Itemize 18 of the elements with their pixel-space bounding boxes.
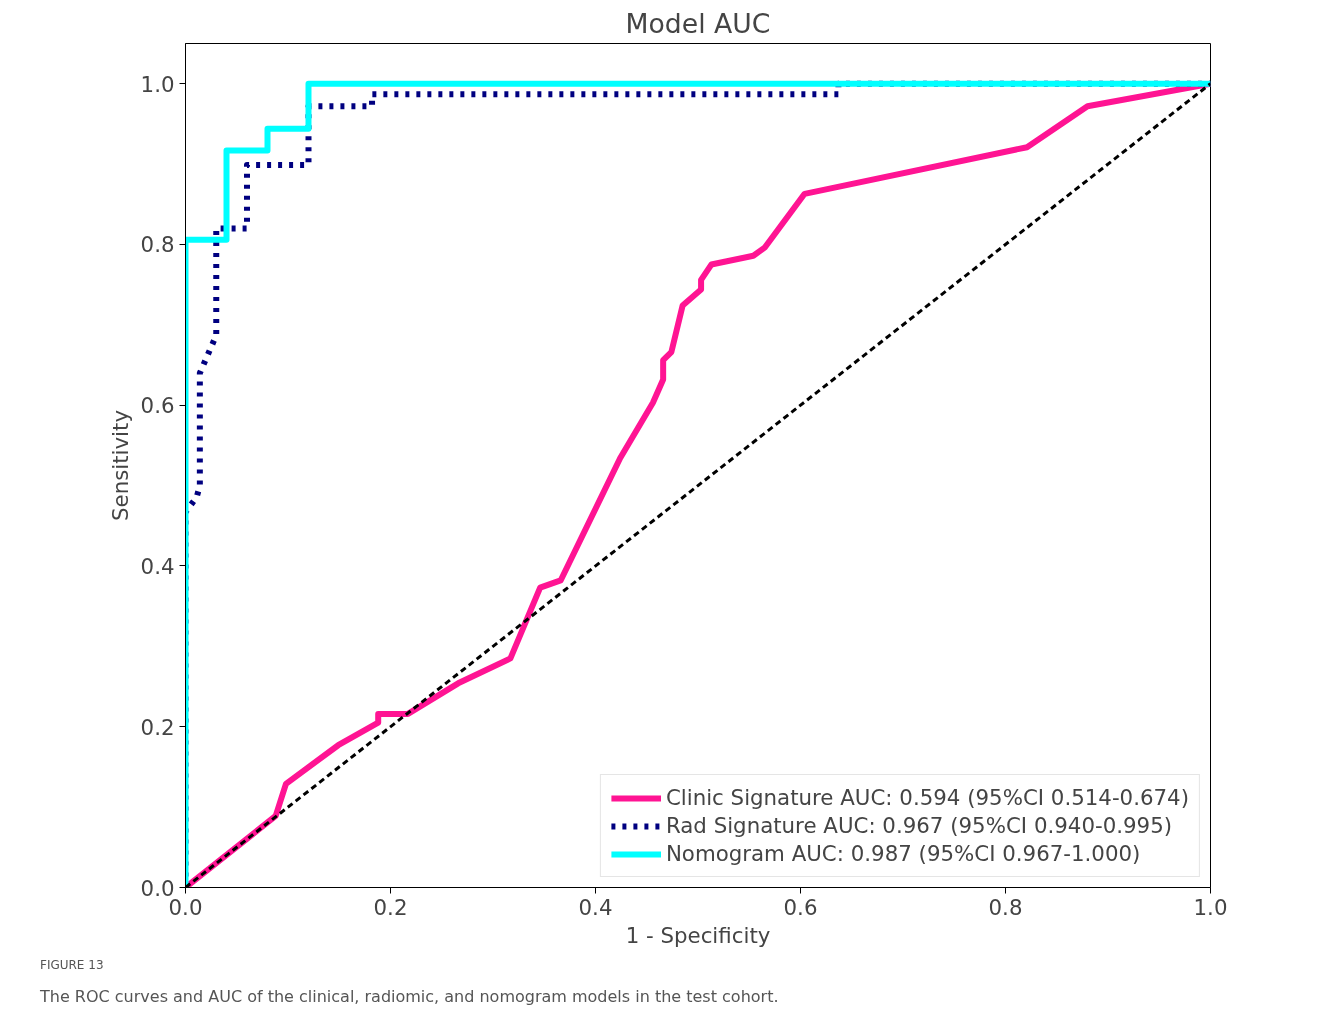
legend-label: Nomogram AUC: 0.987 (95%CI 0.967-1.000) xyxy=(665,841,1141,866)
y-tick-label: 1.0 xyxy=(140,71,175,97)
y-axis-title: Sensitivity xyxy=(107,409,133,522)
legend-label: Clinic Signature AUC: 0.594 (95%CI 0.514-0.674) xyxy=(665,785,1189,810)
x-tick-label: 0.6 xyxy=(783,894,818,920)
x-tick-label: 0.4 xyxy=(578,894,613,920)
x-axis-title: 1 - Specificity xyxy=(625,922,771,948)
chart-title: Model AUC xyxy=(625,7,771,39)
y-tick-label: 0.4 xyxy=(140,553,175,579)
y-tick-label: 0.6 xyxy=(140,393,175,419)
y-tick-label: 0.8 xyxy=(140,232,175,258)
x-tick-label: 0.2 xyxy=(373,894,408,920)
text: The ROC curves and AUC of the clinical, radiomic, and nomogram models in the test cohort. xyxy=(40,986,779,1009)
y-tick-label: 0.2 xyxy=(140,714,175,740)
x-tick-label: 0.8 xyxy=(988,894,1023,920)
caption: FIGURE 13 xyxy=(40,957,104,974)
x-tick-label: 1.0 xyxy=(1193,894,1228,920)
legend-label: Rad Signature AUC: 0.967 (95%CI 0.940-0.995) xyxy=(665,813,1173,838)
